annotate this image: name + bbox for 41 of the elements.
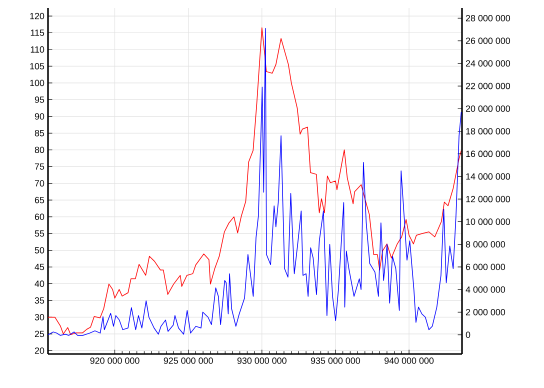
y2-tick-label: 18 000 000 (466, 128, 510, 134)
y-tick-label: 105 (30, 63, 44, 70)
y2-tick-label: 24 000 000 (466, 60, 510, 67)
y2-tick-label: 6 000 000 (466, 264, 506, 270)
y2-tick-label: 10 000 000 (466, 218, 510, 225)
y-tick-label: 100 (30, 80, 44, 86)
y2-tick-label: 4 000 000 (466, 286, 506, 293)
y2-tick-label: 28 000 000 (466, 14, 510, 22)
y-tick-label: 70 (34, 180, 44, 187)
y-tick-label: 40 (34, 280, 44, 287)
y-tick-label: 75 (34, 163, 44, 170)
y2-tick-label: 8 000 000 (466, 241, 506, 248)
x-tick-label: 920 000 000 (90, 358, 140, 364)
y-tick-label: 95 (34, 96, 44, 103)
y-tick-label: 90 (34, 113, 44, 120)
y-tick-label: 55 (34, 230, 44, 237)
x-tick-label: 940 000 000 (384, 358, 434, 364)
y-tick-label: 45 (34, 264, 44, 270)
y-tick-label: 80 (34, 146, 44, 154)
x-tick-label: 935 000 000 (310, 358, 360, 364)
y-tick-label: 20 (34, 347, 44, 354)
y2-tick-label: 14 000 000 (466, 173, 510, 180)
y-tick-label: 50 (34, 247, 44, 254)
y-tick-label: 110 (30, 46, 44, 53)
y-tick-label: 65 (34, 196, 44, 204)
y2-tick-label: 16 000 000 (466, 150, 510, 158)
y-tick-label: 30 (34, 314, 44, 320)
y2-tick-label: 2 000 000 (466, 308, 506, 316)
y2-tick-label: 26 000 000 (466, 38, 510, 44)
y2-tick-label: 22 000 000 (466, 82, 510, 90)
y2-tick-label: 20 000 000 (466, 105, 510, 112)
x-tick-label: 930 000 000 (237, 358, 286, 364)
y-tick-label: 25 (34, 330, 44, 338)
y-tick-label: 120 (30, 12, 44, 20)
y-tick-label: 85 (34, 130, 44, 136)
y2-tick-label: 12 000 000 (466, 196, 510, 202)
y2-tick-label: 0 (466, 332, 470, 338)
y-tick-label: 35 (34, 297, 44, 304)
x-tick-label: 925 000 000 (164, 358, 213, 364)
y-tick-label: 60 (34, 214, 44, 220)
y-tick-label: 115 (30, 30, 44, 36)
